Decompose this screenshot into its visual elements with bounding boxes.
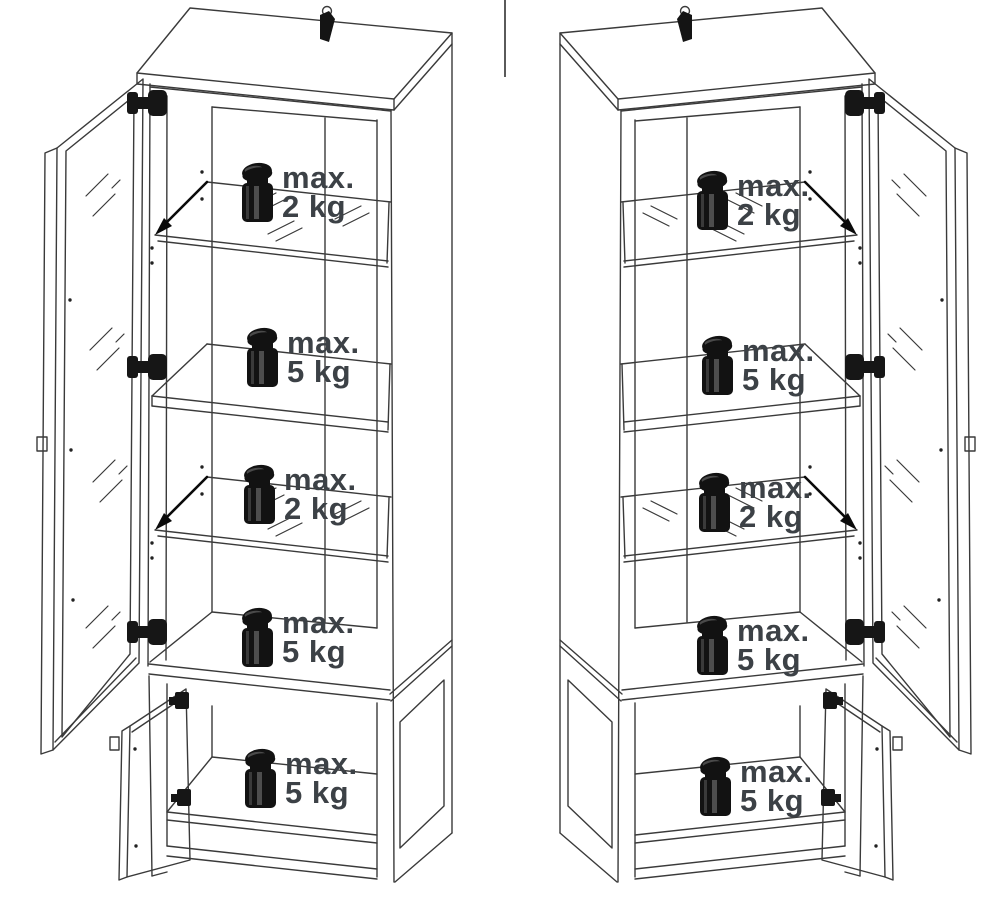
weight-limit-line2: 2 kg xyxy=(739,499,804,534)
weight-limit-line1: max. xyxy=(740,754,813,789)
weight-limit-line1: max. xyxy=(285,746,358,781)
weight-icon xyxy=(695,615,729,675)
weight-limit-text: max. 5 kg xyxy=(737,613,810,677)
weight-limit-text: max. 5 kg xyxy=(742,333,815,397)
weight-label-right-3: max. 2 kg xyxy=(697,472,812,532)
weight-limit-line1: max. xyxy=(282,160,355,195)
weight-limit-line2: 5 kg xyxy=(287,354,352,389)
weight-label-left-2: max. 5 kg xyxy=(245,327,360,387)
weight-limit-line1: max. xyxy=(737,168,810,203)
weight-limit-line2: 2 kg xyxy=(737,197,802,232)
cabinet-right-drawing xyxy=(558,5,977,884)
weight-limit-text: max. 2 kg xyxy=(739,470,812,534)
weight-limit-line1: max. xyxy=(284,462,357,497)
weight-label-left-5: max. 5 kg xyxy=(243,748,358,808)
weight-limit-line2: 5 kg xyxy=(737,642,802,677)
weight-label-right-2: max. 5 kg xyxy=(700,335,815,395)
weight-limit-text: max. 2 kg xyxy=(284,462,357,526)
weight-limit-text: max. 5 kg xyxy=(740,754,813,818)
weight-limit-line1: max. xyxy=(282,605,355,640)
weight-label-left-4: max. 5 kg xyxy=(240,607,355,667)
weight-icon xyxy=(242,464,276,524)
weight-limit-text: max. 5 kg xyxy=(287,325,360,389)
weight-icon xyxy=(240,607,274,667)
weight-limit-text: max. 5 kg xyxy=(285,746,358,810)
weight-label-right-5: max. 5 kg xyxy=(698,756,813,816)
weight-limit-text: max. 5 kg xyxy=(282,605,355,669)
weight-limit-line2: 2 kg xyxy=(284,491,349,526)
weight-icon xyxy=(700,335,734,395)
weight-icon xyxy=(245,327,279,387)
weight-limit-text: max. 2 kg xyxy=(737,168,810,232)
weight-label-right-1: max. 2 kg xyxy=(695,170,810,230)
weight-icon xyxy=(698,756,732,816)
weight-label-left-1: max. 2 kg xyxy=(240,162,355,222)
weight-limit-line1: max. xyxy=(737,613,810,648)
weight-label-right-4: max. 5 kg xyxy=(695,615,810,675)
weight-icon xyxy=(240,162,274,222)
weight-limit-line2: 5 kg xyxy=(742,362,807,397)
weight-icon xyxy=(243,748,277,808)
weight-limit-line1: max. xyxy=(739,470,812,505)
weight-limit-line2: 5 kg xyxy=(282,634,347,669)
weight-limit-line2: 5 kg xyxy=(740,783,805,818)
weight-limit-line2: 2 kg xyxy=(282,189,347,224)
weight-limit-text: max. 2 kg xyxy=(282,160,355,224)
weight-icon xyxy=(697,472,731,532)
weight-icon xyxy=(695,170,729,230)
weight-label-left-3: max. 2 kg xyxy=(242,464,357,524)
weight-limit-line1: max. xyxy=(742,333,815,368)
weight-limit-line2: 5 kg xyxy=(285,775,350,810)
weight-limit-line1: max. xyxy=(287,325,360,360)
